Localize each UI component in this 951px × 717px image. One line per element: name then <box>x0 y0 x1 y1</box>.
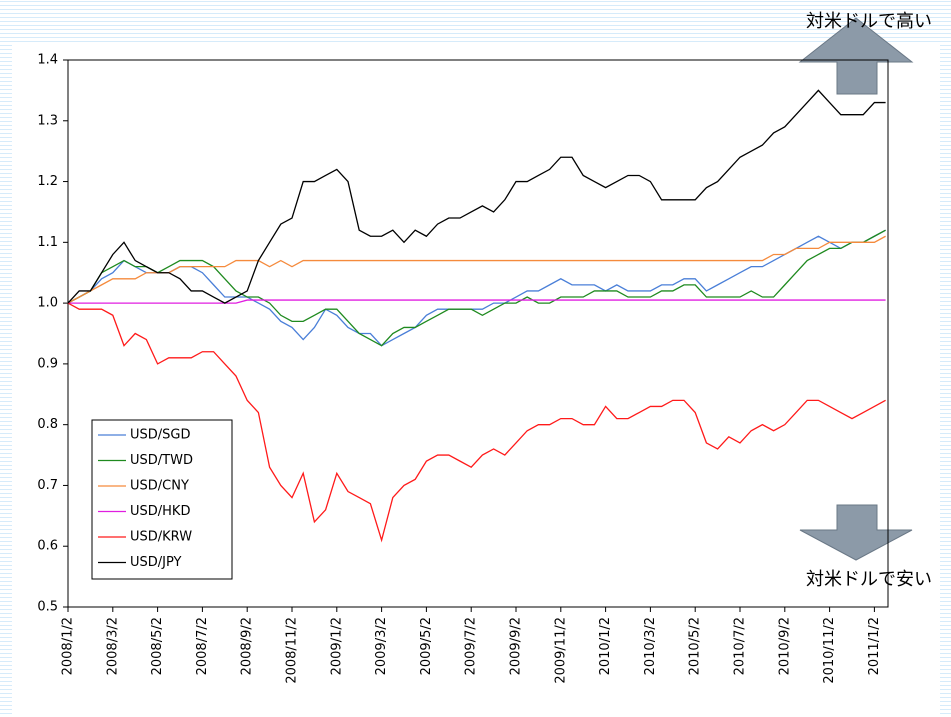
series-line <box>67 302 886 543</box>
x-tick-label: 2009/9/2 <box>509 617 524 675</box>
y-tick-label: 0.9 <box>37 356 58 371</box>
up-arrow <box>798 17 914 95</box>
x-tick-label: 2009/5/2 <box>419 617 434 675</box>
series-line <box>68 299 886 304</box>
y-tick-label: 0.8 <box>37 417 58 432</box>
x-tick-label: 2008/11/2 <box>285 617 300 684</box>
x-tick-label: 2010/9/2 <box>777 617 792 675</box>
x-tick-label: 2009/1/2 <box>329 617 344 675</box>
annotation: 対米ドルで高い <box>806 11 932 32</box>
y-tick-label: 1.0 <box>37 296 58 311</box>
x-tick-label: 2010/7/2 <box>733 617 748 675</box>
y-tick-label: 0.6 <box>37 539 58 554</box>
x-tick-label: 2010/5/2 <box>688 617 703 675</box>
x-tick-label: 2011/1/2 <box>867 617 882 675</box>
series-line <box>67 235 886 304</box>
x-tick-label: 2010/11/2 <box>822 617 837 684</box>
series-line <box>67 229 886 347</box>
plot-frame <box>67 59 889 608</box>
y-tick-label: 1.3 <box>37 113 58 128</box>
x-tick-label: 2008/7/2 <box>195 617 210 675</box>
series-line <box>67 229 886 347</box>
y-tick-label: 1.1 <box>37 235 58 250</box>
legend-label: USD/SGD <box>130 428 191 443</box>
x-tick-label: 2008/3/2 <box>105 617 120 675</box>
x-tick-label: 2009/11/2 <box>553 617 568 684</box>
legend-label: USD/TWD <box>130 453 193 468</box>
y-tick-label: 1.4 <box>37 53 58 68</box>
legend-label: USD/JPY <box>130 555 182 570</box>
legend-box <box>91 419 233 580</box>
y-tick-label: 1.2 <box>37 174 58 189</box>
x-tick-label: 2008/1/2 <box>61 617 76 675</box>
x-tick-label: 2010/3/2 <box>643 617 658 675</box>
x-tick-label: 2009/7/2 <box>464 617 479 675</box>
x-tick-label: 2008/9/2 <box>240 617 255 675</box>
x-tick-label: 2008/5/2 <box>150 617 165 675</box>
legend-label: USD/CNY <box>130 479 189 494</box>
x-tick-label: 2009/3/2 <box>374 617 389 675</box>
series-line <box>67 89 886 304</box>
legend-label: USD/HKD <box>130 504 190 519</box>
y-tick-label: 0.7 <box>37 478 58 493</box>
chart-background <box>12 42 940 717</box>
legend-label: USD/KRW <box>130 530 192 545</box>
y-tick-label: 0.5 <box>37 600 58 615</box>
annotation: 対米ドルで安い <box>806 569 932 590</box>
down-arrow <box>799 504 913 561</box>
x-tick-label: 2010/1/2 <box>598 617 613 675</box>
